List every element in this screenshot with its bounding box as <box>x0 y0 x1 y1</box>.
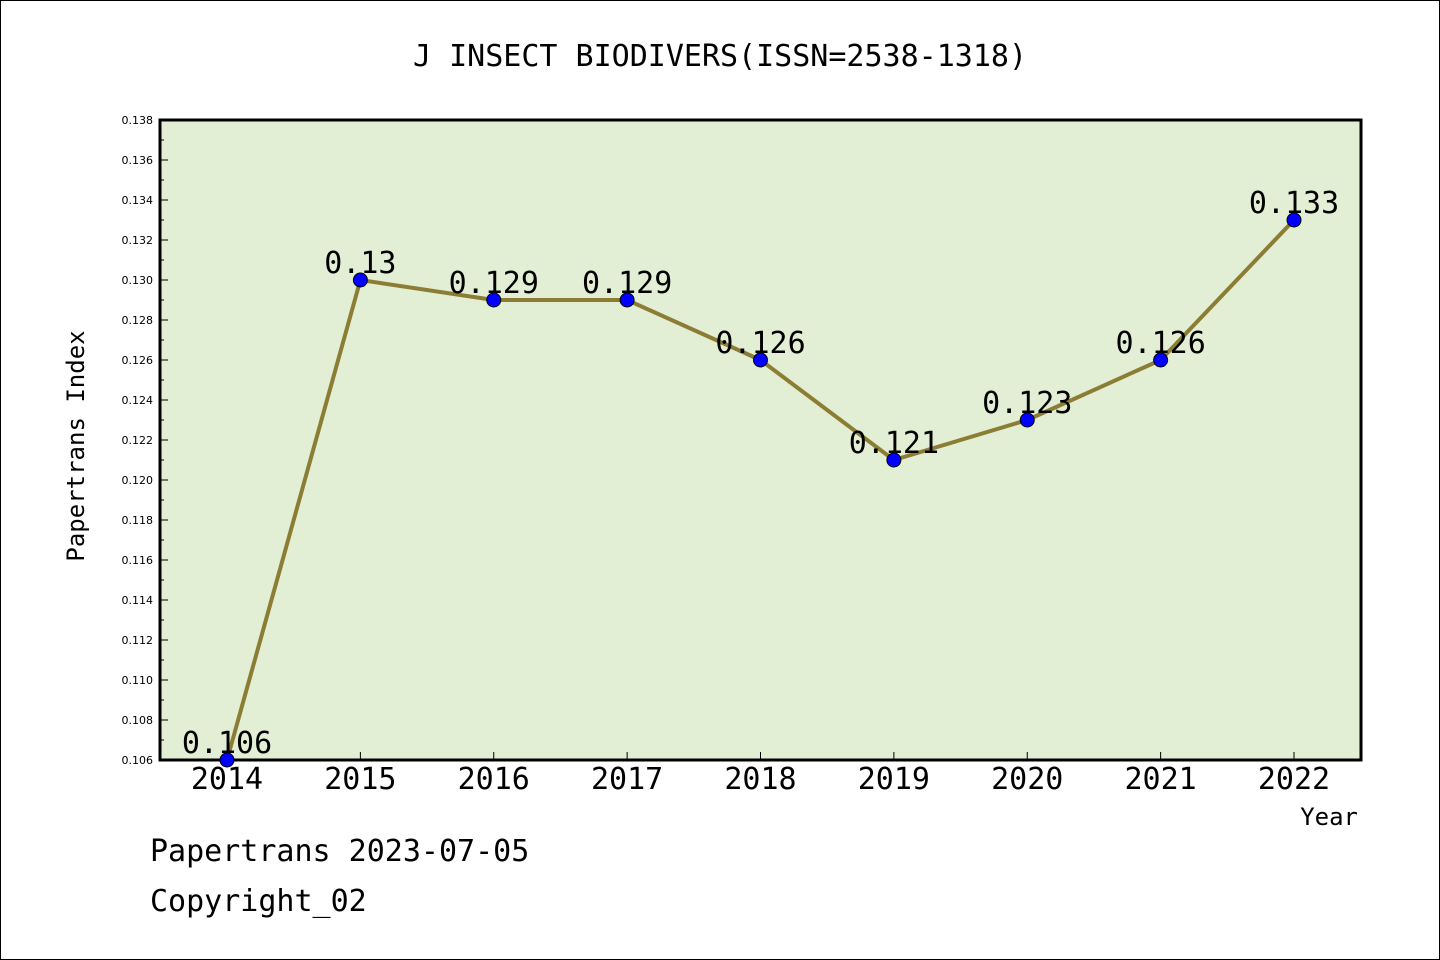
y-axis-label: Papertrans Index <box>62 330 90 561</box>
y-tick-label: 0.122 <box>122 434 154 447</box>
data-point <box>1153 352 1169 368</box>
plot-area <box>158 118 1363 762</box>
x-axis-ticks: 2014 2015 2016 2017 2018 2019 2020 2021 2022 <box>191 752 1330 797</box>
data-labels: 0.106 0.13 0.129 0.129 0.126 0.121 0.123 0.126 0… <box>182 186 1339 761</box>
x-tick-label: 2022 <box>1258 762 1330 797</box>
y-tick-label: 0.116 <box>122 554 154 567</box>
data-label: 0.13 <box>324 246 396 281</box>
y-tick-label: 0.134 <box>122 194 154 207</box>
y-tick-label: 0.114 <box>122 594 154 607</box>
data-point <box>1286 212 1302 228</box>
y-tick-label: 0.108 <box>122 714 154 727</box>
y-tick-label: 0.124 <box>122 394 154 407</box>
data-label: 0.129 <box>449 266 539 301</box>
y-tick-label: 0.136 <box>122 154 154 167</box>
data-point <box>219 752 235 768</box>
y-tick-label: 0.110 <box>122 674 154 687</box>
y-tick-label: 0.132 <box>122 234 154 247</box>
data-point <box>486 292 502 308</box>
y-axis-ticks: 0.106 0.108 0.110 0.112 0.114 0.116 0.118 0.120… <box>122 114 168 767</box>
data-label: 0.133 <box>1249 186 1339 221</box>
y-tick-label: 0.106 <box>122 754 154 767</box>
x-tick-label: 2019 <box>858 762 930 797</box>
data-label: 0.129 <box>582 266 672 301</box>
x-tick-label: 2016 <box>458 762 530 797</box>
y-tick-label: 0.128 <box>122 314 154 327</box>
y-tick-label: 0.118 <box>122 514 154 527</box>
x-tick-label: 2015 <box>324 762 396 797</box>
data-point <box>1019 412 1035 428</box>
x-tick-label: 2014 <box>191 762 263 797</box>
y-tick-label: 0.126 <box>122 354 154 367</box>
data-point <box>352 272 368 288</box>
data-label: 0.106 <box>182 726 272 761</box>
y-tick-label: 0.120 <box>122 474 154 487</box>
data-label: 0.121 <box>849 426 939 461</box>
chart-title: J INSECT BIODIVERS(ISSN=2538-1318) <box>413 39 1027 74</box>
footer-date: Papertrans 2023-07-05 <box>150 834 530 869</box>
x-tick-label: 2020 <box>991 762 1063 797</box>
y-tick-label: 0.130 <box>122 274 154 287</box>
x-tick-label: 2017 <box>591 762 663 797</box>
series-group <box>219 212 1302 768</box>
data-point <box>886 452 902 468</box>
data-label: 0.123 <box>982 386 1072 421</box>
data-label: 0.126 <box>715 326 805 361</box>
footer-copyright: Copyright_02 <box>150 884 367 919</box>
x-axis-label: Year <box>1300 803 1358 831</box>
x-tick-label: 2021 <box>1125 762 1197 797</box>
y-tick-label: 0.112 <box>122 634 154 647</box>
data-label: 0.126 <box>1115 326 1205 361</box>
data-point <box>753 352 768 368</box>
y-tick-label: 0.138 <box>122 114 154 127</box>
x-tick-label: 2018 <box>724 762 796 797</box>
data-point <box>619 292 635 308</box>
